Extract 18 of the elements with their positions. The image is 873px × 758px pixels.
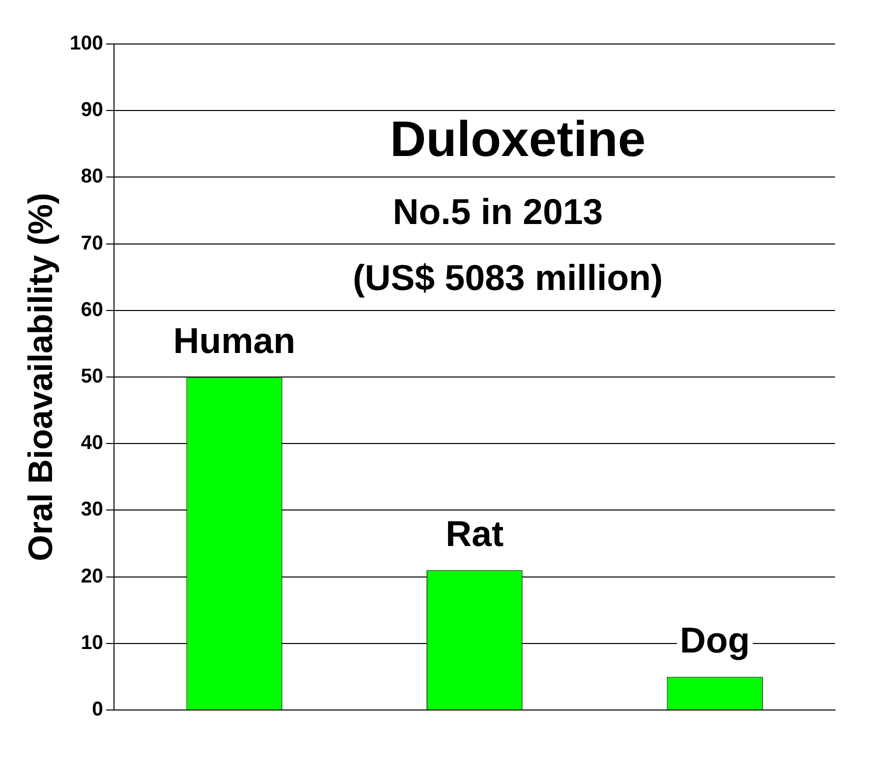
y-axis-title: Oral Bioavailability (%) xyxy=(22,192,60,562)
annotation: No.5 in 2013 xyxy=(392,190,603,232)
y-tick-label: 20 xyxy=(80,565,104,588)
annotation: (US$ 5083 million) xyxy=(352,256,663,298)
y-tick-label: 0 xyxy=(92,698,104,721)
y-tick-label: 80 xyxy=(80,166,104,188)
y-tick-label: 40 xyxy=(80,432,104,454)
y-tick-label: 90 xyxy=(80,99,104,122)
y-tick-label: 60 xyxy=(80,298,104,321)
y-tick-label: 30 xyxy=(80,498,104,521)
y-tick-label: 50 xyxy=(80,366,104,388)
x-tick-label: Human xyxy=(173,320,296,361)
y-tick-label: 70 xyxy=(80,232,104,254)
text: Duloxetine xyxy=(390,110,646,167)
y-tick-label: 100 xyxy=(70,32,104,55)
x-tick-label: Rat xyxy=(446,513,504,554)
y-tick-label: 10 xyxy=(80,632,104,654)
x-tick-label: Dog xyxy=(680,620,750,661)
